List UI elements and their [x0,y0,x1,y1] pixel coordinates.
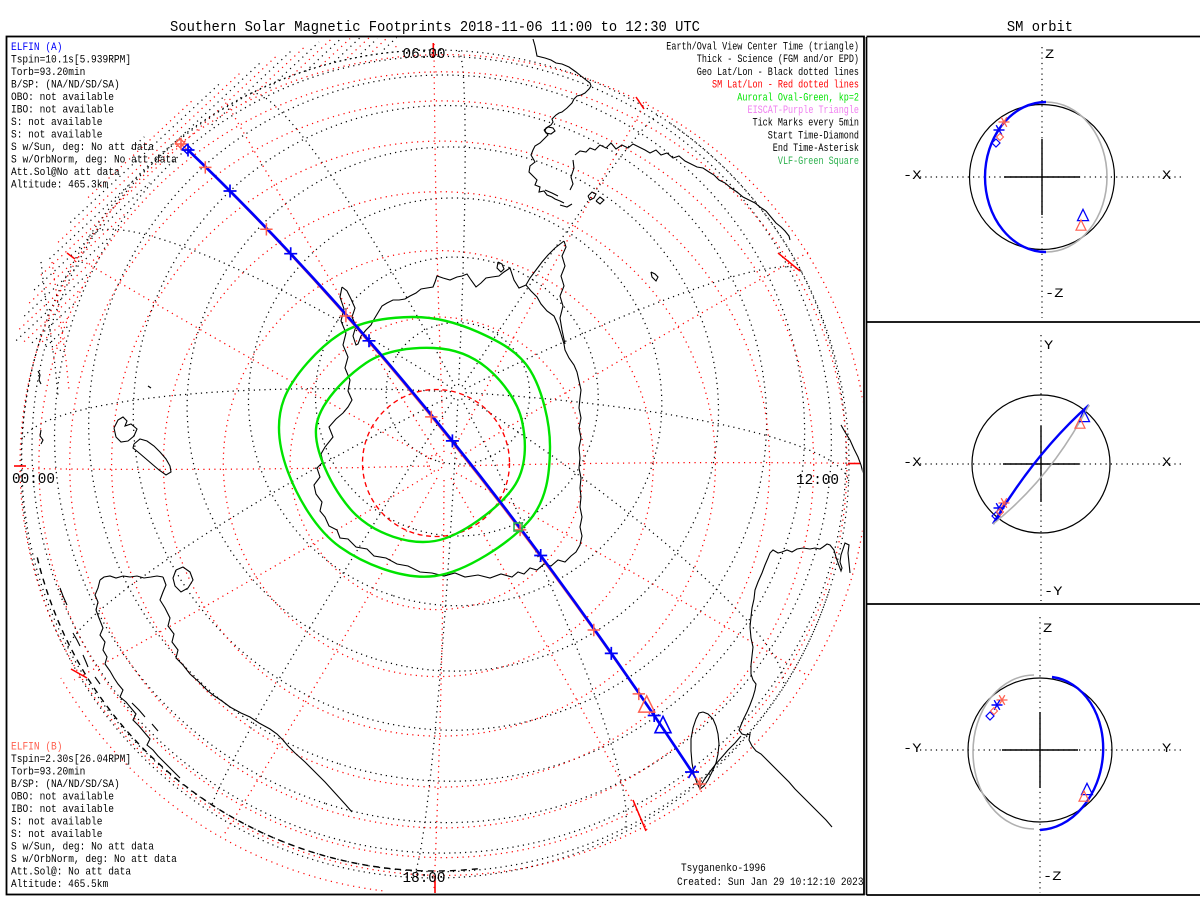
svg-text:Earth/Oval View Center Time (t: Earth/Oval View Center Time (triangle) [666,42,859,54]
svg-text:SM Lat/Lon - Red dotted lines: SM Lat/Lon - Red dotted lines [712,80,859,92]
svg-text:OBO: not available: OBO: not available [11,792,114,804]
svg-text:S w/Sun, deg: No att data: S w/Sun, deg: No att data [11,142,154,154]
svg-text:S: not available: S: not available [11,117,103,129]
svg-text:S: not available: S: not available [11,817,103,829]
svg-text:Torb=93.20min: Torb=93.20min [11,767,85,779]
svg-text:Z: Z [1043,621,1052,636]
svg-text:X: X [1162,168,1171,183]
svg-text:Tsyganenko-1996: Tsyganenko-1996 [681,863,766,875]
svg-text:VLF-Green Square: VLF-Green Square [778,156,859,168]
svg-text:06:00: 06:00 [403,45,446,63]
svg-text:Tspin=2.30s[26.04RPM]: Tspin=2.30s[26.04RPM] [11,754,131,766]
svg-text:-Z: -Z [1045,286,1064,301]
svg-text:S w/OrbNorm, deg: No att data: S w/OrbNorm, deg: No att data [11,155,177,167]
svg-text:EISCAT-Purple Triangle: EISCAT-Purple Triangle [748,105,860,117]
svg-text:ELFIN (B): ELFIN (B) [11,742,63,754]
svg-text:Created: Sun Jan 29 10:12:10 2: Created: Sun Jan 29 10:12:10 2023 [677,877,864,889]
svg-text:Y: Y [1044,338,1053,353]
svg-text:S w/OrbNorm, deg: No att data: S w/OrbNorm, deg: No att data [11,854,177,866]
svg-text:18:00: 18:00 [403,869,446,887]
svg-text:Altitude: 465.3km: Altitude: 465.3km [11,180,108,192]
svg-text:Tspin=10.1s[5.939RPM]: Tspin=10.1s[5.939RPM] [11,55,131,67]
svg-text:Auroral Oval-Green, kp=2: Auroral Oval-Green, kp=2 [737,92,859,104]
svg-text:Att.Sol@: No att data: Att.Sol@: No att data [11,867,132,879]
svg-text:End Time-Asterisk: End Time-Asterisk [773,143,860,155]
svg-text:Y: Y [1162,741,1171,756]
svg-text:B/SP: (NA/ND/SD/SA): B/SP: (NA/ND/SD/SA) [11,80,120,92]
svg-text:Z: Z [1045,47,1054,62]
svg-text:Start Time-Diamond: Start Time-Diamond [768,130,859,142]
svg-text:Tick Marks every 5min: Tick Marks every 5min [753,118,860,130]
svg-text:-Y: -Y [1044,584,1063,599]
svg-text:00:00: 00:00 [12,470,55,488]
svg-text:IBO: not available: IBO: not available [11,804,114,816]
svg-text:Torb=93.20min: Torb=93.20min [11,67,85,79]
svg-text:S: not available: S: not available [11,130,103,142]
svg-text:ELFIN (A): ELFIN (A) [11,42,63,54]
svg-text:IBO: not available: IBO: not available [11,105,114,117]
svg-text:S: not available: S: not available [11,829,103,841]
svg-text:Geo Lat/Lon - Black dotted lin: Geo Lat/Lon - Black dotted lines [697,67,859,79]
svg-text:Att.Sol@No att data: Att.Sol@No att data [11,167,120,179]
svg-text:-Z: -Z [1043,869,1062,884]
svg-text:Altitude: 465.5km: Altitude: 465.5km [11,879,108,891]
svg-text:Southern Solar Magnetic Footpr: Southern Solar Magnetic Footprints 2018-… [170,20,700,36]
svg-text:S w/Sun, deg: No att data: S w/Sun, deg: No att data [11,842,154,854]
svg-text:12:00: 12:00 [796,471,839,489]
svg-text:-X: -X [903,168,922,183]
svg-text:OBO: not available: OBO: not available [11,92,114,104]
svg-text:SM orbit: SM orbit [1007,20,1073,36]
svg-text:Thick - Science (FGM and/or EP: Thick - Science (FGM and/or EPD) [697,54,859,66]
svg-text:X: X [1162,455,1171,470]
svg-text:-X: -X [903,455,922,470]
svg-text:-Y: -Y [903,741,922,756]
svg-text:B/SP: (NA/ND/SD/SA): B/SP: (NA/ND/SD/SA) [11,779,120,791]
